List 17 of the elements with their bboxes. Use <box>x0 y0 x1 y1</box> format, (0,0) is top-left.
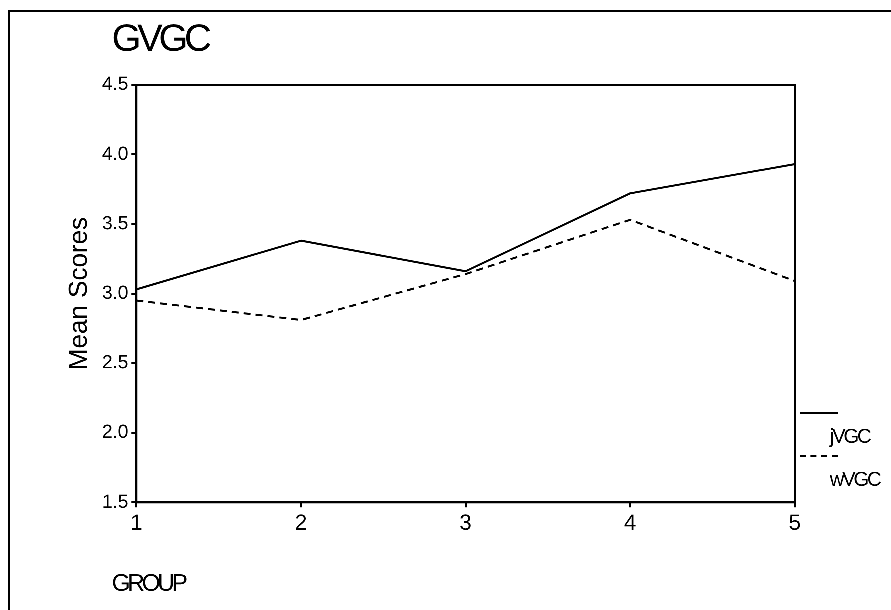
legend-label: jVGC <box>830 426 872 449</box>
chart-title: GVGC <box>112 18 208 61</box>
y-tick-label: 1.5 <box>102 492 129 513</box>
y-tick-label: 3.5 <box>102 213 129 234</box>
x-axis-title: GROUP <box>112 570 186 598</box>
x-tick-label: 5 <box>788 510 802 535</box>
y-tick-label: 4.5 <box>102 74 129 96</box>
x-tick-label: 4 <box>624 510 637 535</box>
x-tick-label: 3 <box>460 510 472 535</box>
x-tick-label: 2 <box>295 510 308 535</box>
y-tick-label: 3.0 <box>102 283 129 304</box>
y-tick-label: 2.5 <box>102 352 129 374</box>
x-tick-label: 1 <box>130 510 143 535</box>
y-tick-label: 2.0 <box>102 422 129 444</box>
y-axis-title: Mean Scores <box>62 217 93 370</box>
legend-label: wVGC <box>830 469 880 492</box>
y-tick-label: 4.0 <box>102 144 129 165</box>
